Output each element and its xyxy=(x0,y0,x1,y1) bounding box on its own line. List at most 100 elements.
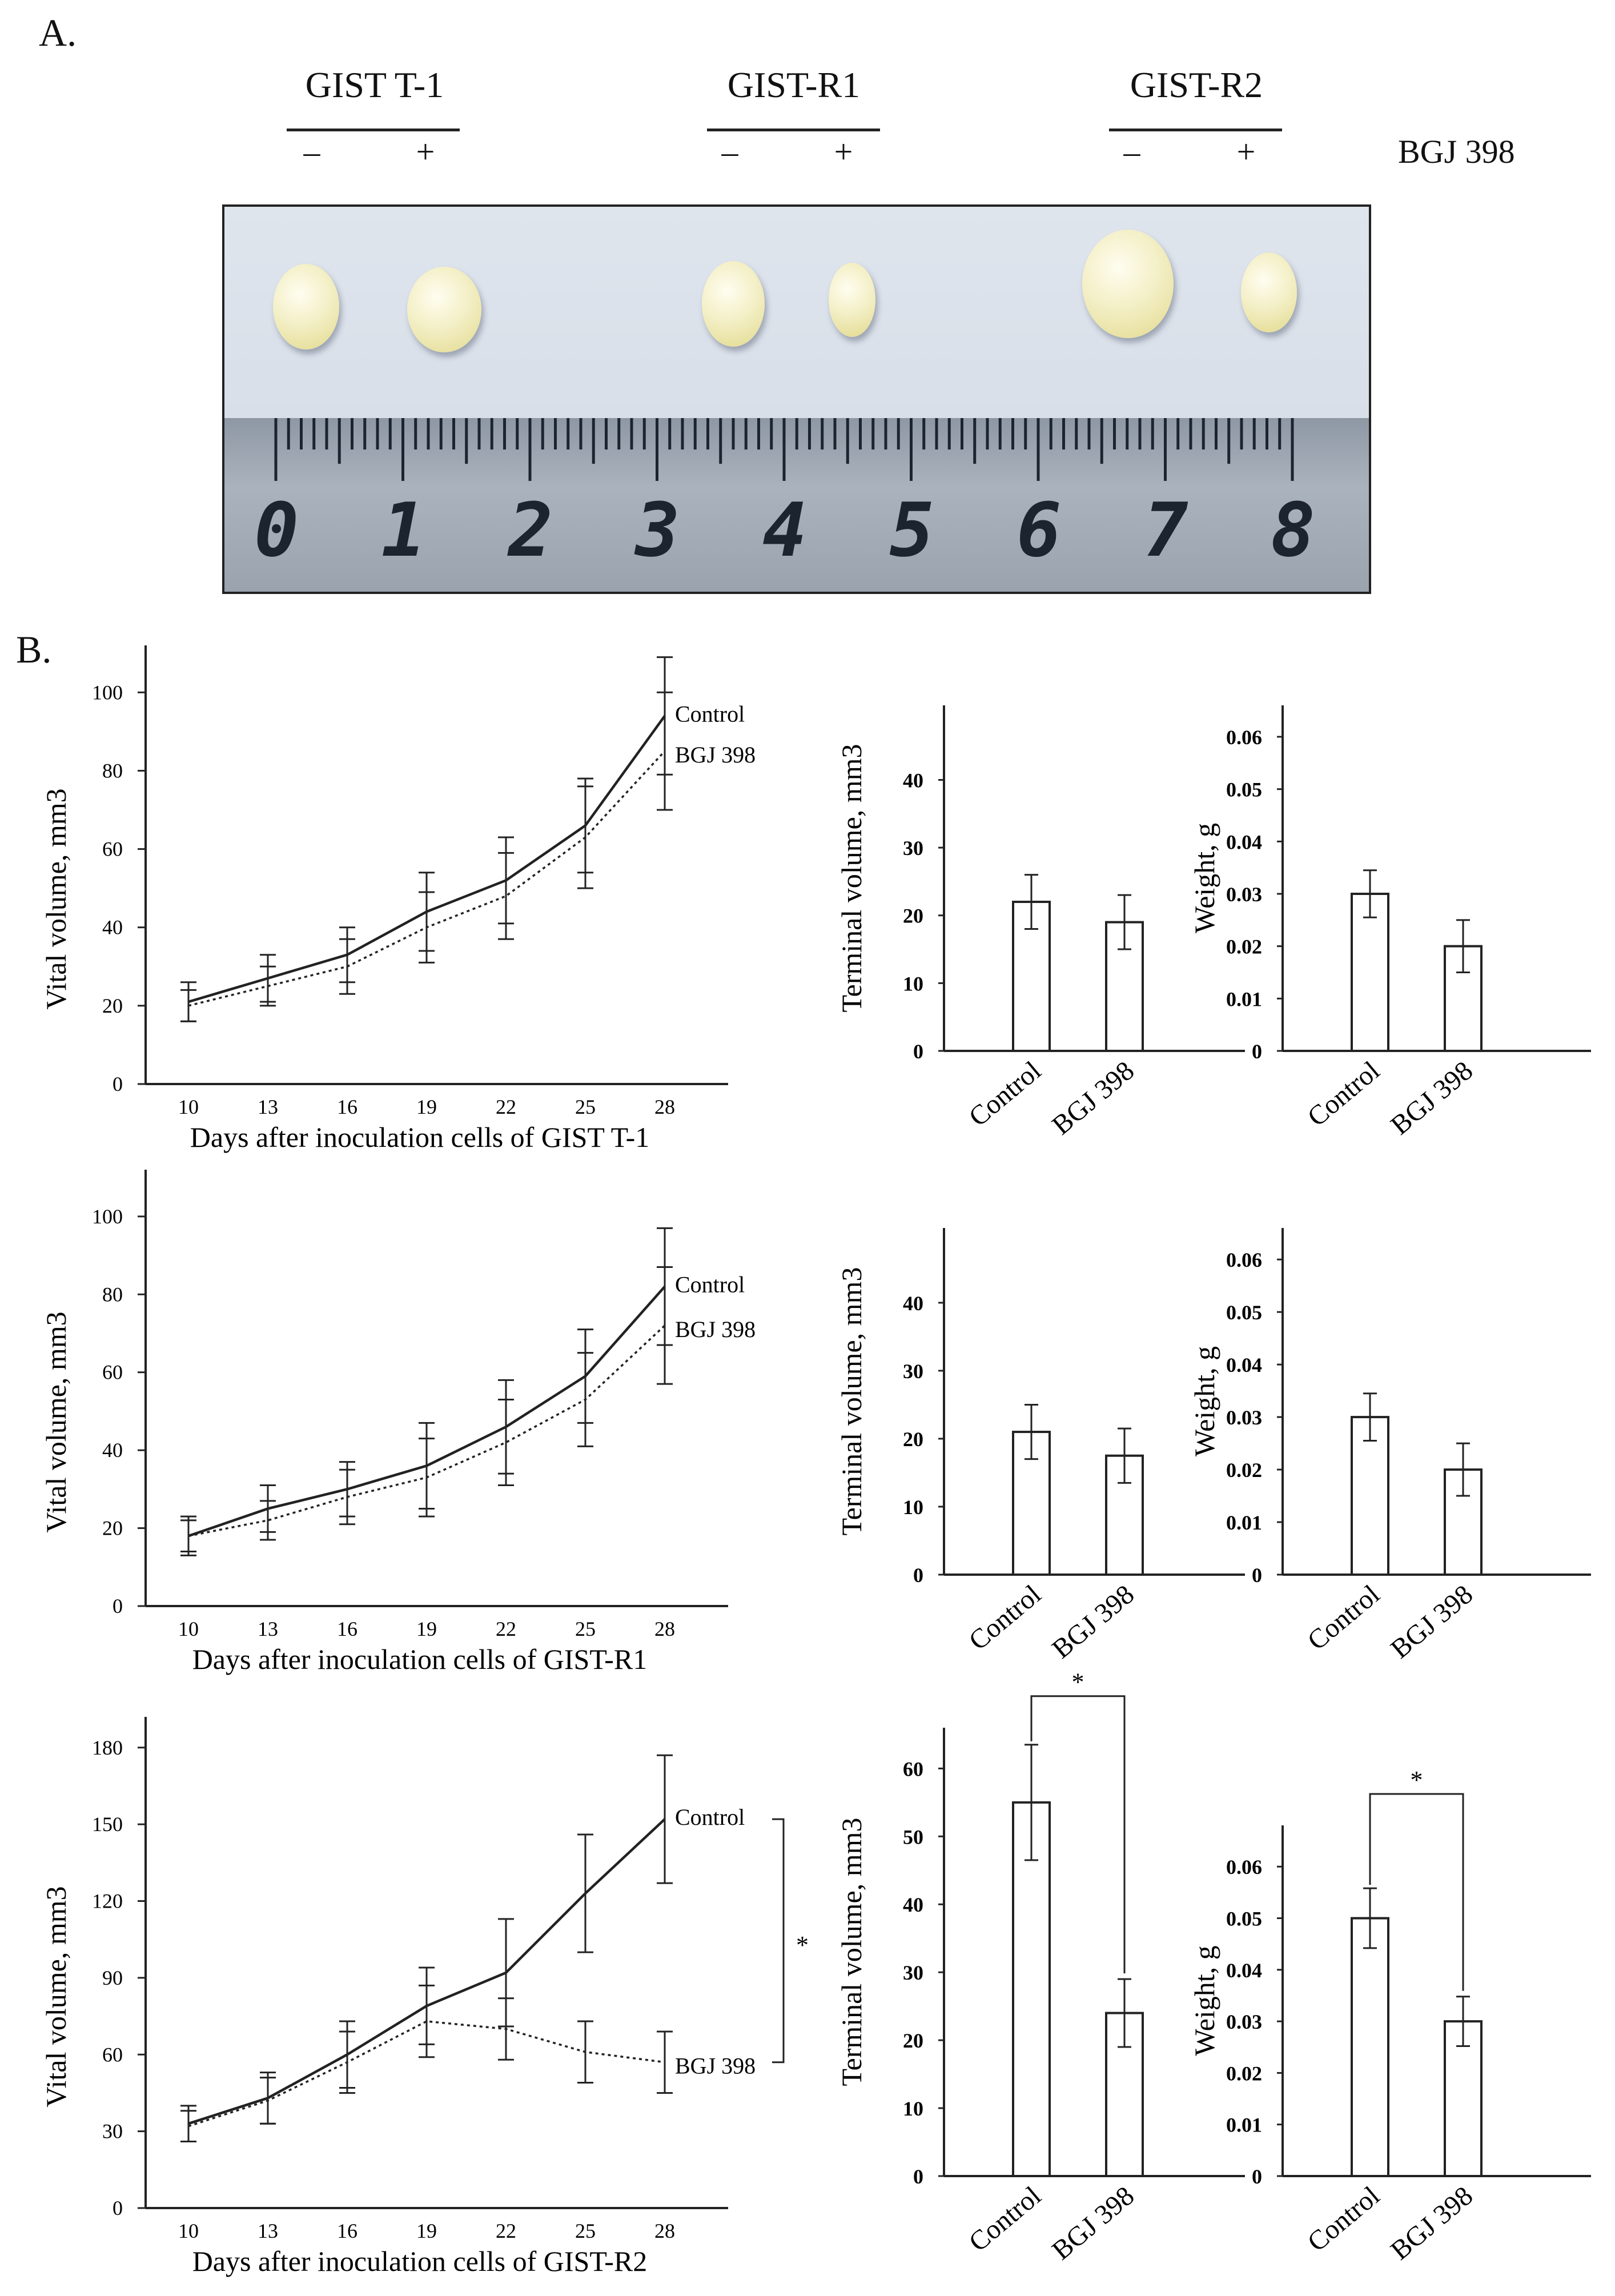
tumor-r2-control xyxy=(1082,230,1174,338)
y-tick-label: 0.05 xyxy=(1226,1908,1262,1930)
y-tick-label: 150 xyxy=(92,1813,123,1836)
ruler-digit: 3 xyxy=(635,487,680,573)
x-tick-label: 25 xyxy=(575,2219,596,2242)
x-tick-label: 25 xyxy=(575,1617,596,1640)
y-tick-label: 0 xyxy=(113,2197,123,2219)
ruler-digit: 6 xyxy=(1017,487,1062,573)
growth-r2-chart: 0 30 60 90 120 150 180 10 13 16 19 22 25 28 Days after… xyxy=(40,1717,809,2277)
bar-bgj398 xyxy=(1105,2012,1144,2177)
terminal-r1-chart: 0 10 20 30 40 Terminal volume, mm3 Control BGJ … xyxy=(835,1228,1245,1664)
y-axis-title: Vital volume, mm3 xyxy=(40,1886,72,2107)
growth-r1-chart: 0 20 40 60 80 100 10 13 16 19 22 25 28 Days after ino… xyxy=(40,1170,756,1675)
x-tick-label: 22 xyxy=(496,1095,516,1118)
y-tick-label: 30 xyxy=(903,1961,923,1984)
bar-bgj398 xyxy=(1444,2020,1483,2178)
y-tick-label: 90 xyxy=(102,1966,123,1989)
bar-control xyxy=(1351,1416,1389,1576)
y-tick-label: 0 xyxy=(113,1595,123,1617)
y-tick-label: 0.05 xyxy=(1226,1301,1262,1324)
y-tick-label: 20 xyxy=(903,905,923,928)
y-tick-label: 40 xyxy=(102,916,123,939)
y-tick-label: 0.01 xyxy=(1226,2114,1262,2137)
x-tick-label: BGJ 398 xyxy=(1385,1579,1479,1664)
y-tick-label: 40 xyxy=(102,1439,123,1462)
tumor-t1-control xyxy=(273,264,339,350)
y-tick-label: 0.06 xyxy=(1226,1856,1262,1878)
x-tick-label: 28 xyxy=(654,1095,675,1118)
panel-a-label: A. xyxy=(39,11,77,54)
y-tick-label: 0.02 xyxy=(1226,936,1262,958)
x-tick-label: 28 xyxy=(654,2219,675,2242)
y-tick-label: 50 xyxy=(903,1825,923,1848)
x-tick-label: 13 xyxy=(258,2219,278,2242)
group-underline-gist-r2 xyxy=(1109,129,1282,131)
y-tick-label: 20 xyxy=(102,994,123,1017)
legend-bgj398: BGJ 398 xyxy=(675,1316,756,1342)
y-tick-label: 0.01 xyxy=(1226,988,1262,1010)
terminal-t1-chart: 0 10 20 30 40 Terminal volume, mm3 Control BGJ … xyxy=(835,705,1245,1141)
y-axis-title: Vital volume, mm3 xyxy=(40,1311,72,1532)
y-tick-label: 60 xyxy=(903,1757,923,1780)
y-tick-label: 0 xyxy=(113,1073,123,1095)
x-tick-label: 16 xyxy=(337,1095,357,1118)
group-label-gist-r1: GIST-R1 xyxy=(727,65,861,105)
x-tick-label: 10 xyxy=(178,1617,199,1640)
ruler-ticks xyxy=(274,418,1294,481)
tumor-r1-control xyxy=(702,261,765,347)
x-axis-title: Days after inoculation cells of GIST-R1 xyxy=(192,1643,648,1675)
legend-bgj398: BGJ 398 xyxy=(675,2053,756,2079)
ruler-digit: 0 xyxy=(254,487,299,573)
significance-bracket xyxy=(1030,1695,1126,1974)
plus-sign-r1: + xyxy=(834,133,853,170)
y-tick-label: 40 xyxy=(903,1893,923,1916)
y-tick-label: 0 xyxy=(913,1040,923,1063)
ruler-digit: 4 xyxy=(762,487,808,573)
x-tick-label: 16 xyxy=(337,1617,357,1640)
y-tick-label: 0.05 xyxy=(1226,778,1262,801)
y-tick-label: 80 xyxy=(102,759,123,782)
x-tick-label: Control xyxy=(963,1055,1047,1133)
legend-control: Control xyxy=(675,1804,745,1830)
x-tick-label: 10 xyxy=(178,2219,199,2242)
y-tick-label: 80 xyxy=(102,1283,123,1306)
y-tick-label: 0.02 xyxy=(1226,2062,1262,2085)
y-tick-label: 30 xyxy=(903,1360,923,1383)
x-tick-label: Control xyxy=(963,2181,1047,2258)
legend-bgj398: BGJ 398 xyxy=(675,742,756,768)
x-tick-label: Control xyxy=(963,1579,1047,1656)
y-tick-label: 40 xyxy=(903,1292,923,1315)
weight-t1-chart: 0 0.01 0.02 0.03 0.04 0.05 0.06 Weight, g Contro… xyxy=(1188,705,1591,1141)
treatment-label: BGJ 398 xyxy=(1398,133,1515,170)
panel-b-label: B. xyxy=(16,628,52,671)
y-tick-label: 0 xyxy=(1252,2165,1262,2188)
tumor-t1-treated xyxy=(407,267,481,352)
ruler-digit: 8 xyxy=(1271,487,1316,573)
y-tick-label: 0.03 xyxy=(1226,2010,1262,2033)
x-tick-label: 19 xyxy=(416,1617,437,1640)
ruler-digit: 7 xyxy=(1143,487,1188,573)
x-tick-label: 10 xyxy=(178,1095,199,1118)
y-tick-label: 30 xyxy=(903,837,923,860)
plus-sign-r2: + xyxy=(1236,133,1256,170)
y-tick-label: 0 xyxy=(913,2165,923,2188)
y-tick-label: 0.04 xyxy=(1226,1959,1262,1982)
y-tick-label: 40 xyxy=(903,769,923,792)
x-tick-label: BGJ 398 xyxy=(1385,1055,1479,1141)
ruler-digit: 5 xyxy=(889,487,934,573)
terminal-r2-chart: 0 10 20 30 40 50 60 Terminal volume, mm3 Control… xyxy=(835,1668,1245,2266)
y-tick-label: 20 xyxy=(903,1428,923,1451)
tumor-r2-treated xyxy=(1241,252,1297,332)
y-tick-label: 0.02 xyxy=(1226,1459,1262,1482)
y-tick-label: 0.03 xyxy=(1226,883,1262,906)
x-tick-label: 19 xyxy=(416,1095,437,1118)
legend-control: Control xyxy=(675,701,745,726)
x-tick-label: 22 xyxy=(496,1617,516,1640)
y-tick-label: 0.04 xyxy=(1226,830,1262,853)
y-axis-title: Terminal volume, mm3 xyxy=(835,1267,867,1535)
plus-sign-t1: + xyxy=(416,133,435,170)
x-tick-label: BGJ 398 xyxy=(1046,2181,1140,2266)
minus-sign-t1: – xyxy=(303,133,320,170)
x-tick-label: 13 xyxy=(258,1617,278,1640)
